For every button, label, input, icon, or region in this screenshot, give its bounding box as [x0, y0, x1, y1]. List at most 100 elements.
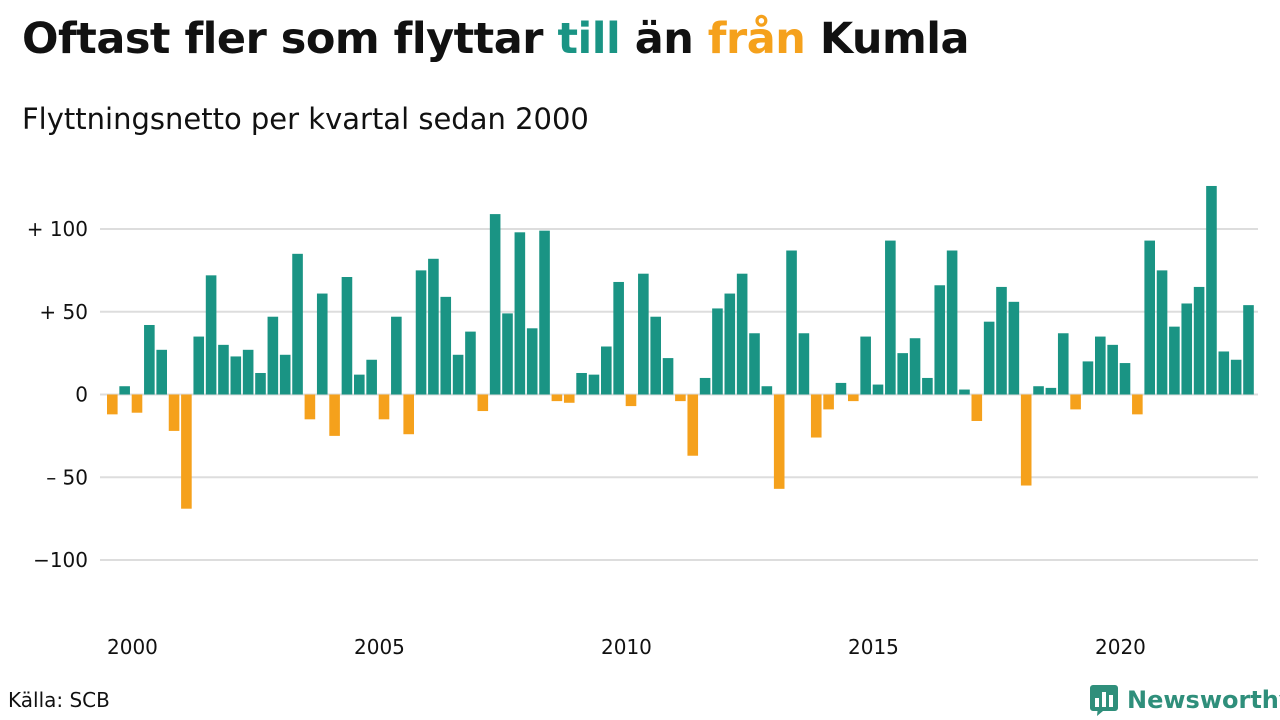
bar	[1156, 270, 1168, 395]
bar	[514, 232, 526, 395]
bar	[1095, 336, 1106, 395]
bar	[1045, 387, 1057, 395]
bar	[415, 270, 427, 395]
bar	[131, 394, 143, 413]
title-part-1: Oftast fler som flyttar	[22, 14, 558, 64]
bar-chart-speech-bubble-icon	[1090, 685, 1118, 716]
bar	[897, 353, 908, 395]
bar	[687, 394, 699, 456]
bar-chart: + 100 + 50 0 – 50 −100 2000 2005 2010 2015 2020	[27, 185, 1258, 659]
bar	[1033, 386, 1044, 395]
x-tick-label: 2015	[848, 635, 899, 659]
bar	[539, 230, 550, 395]
bar	[860, 336, 871, 395]
x-axis-labels: 2000 2005 2010 2015 2020	[107, 635, 1146, 659]
bar	[946, 250, 958, 395]
bar	[613, 281, 624, 395]
bar	[205, 275, 217, 395]
bar	[1218, 351, 1230, 395]
bar	[1070, 394, 1081, 410]
x-tick-label: 2000	[107, 635, 158, 659]
title-highlight-fran: från	[707, 14, 806, 64]
bar	[551, 394, 563, 402]
bar	[502, 313, 513, 395]
bar	[168, 394, 180, 431]
bar	[1119, 363, 1131, 395]
bar	[872, 384, 884, 395]
bar	[576, 372, 587, 395]
bar	[193, 336, 205, 395]
bars	[107, 185, 1254, 509]
bar	[934, 285, 946, 395]
bar	[230, 356, 242, 395]
bar	[1107, 344, 1118, 395]
newsworthy-logo: Newsworthy	[1089, 683, 1280, 717]
bar	[971, 394, 983, 421]
bar	[1020, 394, 1032, 486]
title-highlight-till: till	[557, 14, 621, 64]
bar	[378, 394, 390, 420]
bar	[465, 331, 476, 395]
bar	[798, 333, 810, 395]
bar	[1057, 333, 1069, 395]
bar	[773, 394, 785, 489]
bar	[440, 296, 452, 395]
bar	[1243, 305, 1254, 395]
bar	[304, 394, 316, 420]
bar	[563, 394, 575, 403]
bar	[292, 253, 303, 395]
bar	[242, 349, 254, 395]
x-tick-label: 2020	[1095, 635, 1146, 659]
bar	[638, 273, 649, 395]
bar	[712, 308, 723, 395]
bar	[835, 382, 847, 395]
bar	[1230, 359, 1242, 395]
y-tick-label: 0	[75, 383, 88, 407]
bar	[1008, 301, 1020, 395]
bar	[736, 273, 748, 395]
bar	[341, 277, 353, 395]
bar	[144, 324, 155, 395]
bar	[428, 258, 439, 395]
bar	[650, 316, 661, 395]
bar	[699, 377, 711, 395]
bar	[1144, 240, 1155, 395]
chart-subtitle: Flyttningsnetto per kvartal sedan 2000	[22, 102, 589, 136]
chart-title: Oftast fler som flyttar till än från Kum…	[22, 14, 970, 64]
bar	[119, 386, 130, 395]
bar	[662, 358, 674, 395]
bar	[983, 321, 995, 395]
bar	[1132, 394, 1143, 415]
bar	[749, 333, 760, 395]
bar	[489, 214, 501, 395]
bar	[477, 394, 489, 412]
title-part-3: Kumla	[805, 14, 970, 64]
bar	[909, 338, 921, 395]
bar	[885, 240, 896, 395]
bar	[1169, 326, 1180, 395]
bar	[625, 394, 637, 407]
title-part-2: än	[620, 14, 708, 64]
bar	[403, 394, 414, 435]
bar	[1193, 286, 1205, 395]
bar	[996, 286, 1007, 395]
bar	[279, 354, 291, 395]
bar	[526, 328, 538, 395]
bar	[1181, 303, 1193, 395]
bar	[267, 316, 279, 395]
bar	[922, 377, 933, 395]
bar	[810, 394, 822, 438]
y-tick-label: – 50	[46, 465, 88, 489]
bar	[786, 250, 797, 395]
bar	[107, 394, 118, 415]
x-tick-label: 2005	[354, 635, 405, 659]
bar	[959, 389, 970, 395]
y-axis-labels: + 100 + 50 0 – 50 −100	[27, 217, 88, 572]
bar	[329, 394, 340, 436]
bar	[724, 293, 736, 395]
bar	[761, 386, 773, 395]
bar	[316, 293, 328, 395]
y-tick-label: + 100	[27, 217, 88, 241]
bar	[452, 354, 464, 395]
y-tick-label: + 50	[39, 300, 88, 324]
